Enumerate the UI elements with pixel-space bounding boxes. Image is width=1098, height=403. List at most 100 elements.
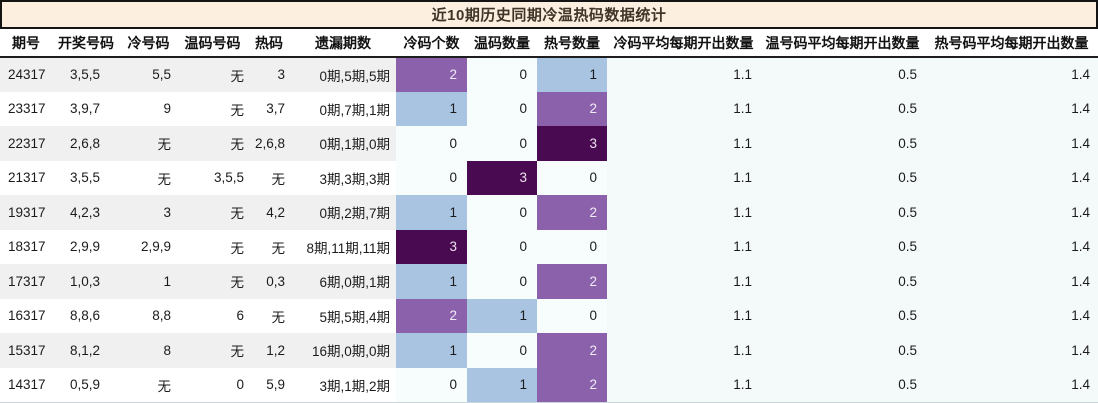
cell-hot-avg-per-period: 1.4 xyxy=(925,333,1098,368)
cell-cold-count: 1 xyxy=(396,195,467,230)
cell-winning-numbers: 2,9,9 xyxy=(52,229,120,264)
cell-hot-avg-per-period: 1.4 xyxy=(925,126,1098,161)
cell-warm-count: 0 xyxy=(467,126,537,161)
cell-cold-numbers: 3 xyxy=(120,195,177,230)
cell-cold-numbers: 无 xyxy=(120,367,177,402)
cell-warm-numbers: 无 xyxy=(177,229,248,264)
table-row: 16317 8,8,6 8,8 6 无 5期,5期,4期 2 1 0 1.1 0.5 1.4 xyxy=(0,298,1098,333)
column-header-omission-periods: 遗漏期数 xyxy=(290,29,396,58)
cell-cold-avg-per-period: 1.1 xyxy=(607,195,760,230)
table-body: 24317 3,5,5 5,5 无 3 0期,5期,5期 2 0 1 1.1 0.5 1.4 23317… xyxy=(0,57,1098,402)
column-header-warm-count: 温码数量 xyxy=(467,29,537,58)
cell-cold-avg-per-period: 1.1 xyxy=(607,367,760,402)
cell-warm-avg-per-period: 0.5 xyxy=(760,367,925,402)
cell-cold-numbers: 1 xyxy=(120,264,177,299)
cell-warm-count: 1 xyxy=(467,298,537,333)
cell-period: 21317 xyxy=(0,160,52,195)
cell-winning-numbers: 3,9,7 xyxy=(52,91,120,126)
cell-hot-count: 2 xyxy=(537,91,607,126)
cell-hot-count: 2 xyxy=(537,367,607,402)
header-row: 期号 开奖号码 冷号码 温码号码 热码 遗漏期数 冷码个数 温码数量 热号数量 冷码平均每期开出数… xyxy=(0,29,1098,58)
table-row: 17317 1,0,3 1 无 0,3 6期,0期,1期 1 0 2 1.1 0.5 1.4 xyxy=(0,264,1098,299)
cell-cold-avg-per-period: 1.1 xyxy=(607,229,760,264)
cell-hot-numbers: 4,2 xyxy=(248,195,290,230)
cell-period: 22317 xyxy=(0,126,52,161)
cell-warm-numbers: 无 xyxy=(177,264,248,299)
cell-hot-numbers: 0,3 xyxy=(248,264,290,299)
cell-hot-avg-per-period: 1.4 xyxy=(925,160,1098,195)
cell-hot-count: 0 xyxy=(537,229,607,264)
cell-cold-avg-per-period: 1.1 xyxy=(607,126,760,161)
cell-warm-count: 0 xyxy=(467,91,537,126)
cell-cold-numbers: 5,5 xyxy=(120,57,177,92)
cell-warm-avg-per-period: 0.5 xyxy=(760,160,925,195)
cell-hot-avg-per-period: 1.4 xyxy=(925,298,1098,333)
cell-winning-numbers: 8,1,2 xyxy=(52,333,120,368)
cell-hot-avg-per-period: 1.4 xyxy=(925,57,1098,92)
cell-warm-avg-per-period: 0.5 xyxy=(760,126,925,161)
cell-warm-numbers: 无 xyxy=(177,126,248,161)
cell-omission-periods: 0期,7期,1期 xyxy=(290,91,396,126)
cell-period: 16317 xyxy=(0,298,52,333)
table-title-bar: 近10期历史同期冷温热码数据统计 xyxy=(0,0,1098,29)
cell-warm-avg-per-period: 0.5 xyxy=(760,195,925,230)
cell-warm-count: 3 xyxy=(467,160,537,195)
cell-warm-avg-per-period: 0.5 xyxy=(760,91,925,126)
cell-hot-count: 2 xyxy=(537,264,607,299)
cell-period: 14317 xyxy=(0,367,52,402)
cell-hot-numbers: 无 xyxy=(248,160,290,195)
table-row: 23317 3,9,7 9 无 3,7 0期,7期,1期 1 0 2 1.1 0.5 1.4 xyxy=(0,91,1098,126)
cell-period: 18317 xyxy=(0,229,52,264)
cell-period: 17317 xyxy=(0,264,52,299)
column-header-warm-avg-per-period: 温号码平均每期开出数量 xyxy=(760,29,925,58)
cell-hot-count: 3 xyxy=(537,126,607,161)
cell-warm-avg-per-period: 0.5 xyxy=(760,264,925,299)
cell-warm-avg-per-period: 0.5 xyxy=(760,333,925,368)
cell-warm-numbers: 0 xyxy=(177,367,248,402)
cell-period: 24317 xyxy=(0,57,52,92)
table-row: 21317 3,5,5 无 3,5,5 无 3期,3期,3期 0 3 0 1.1 0.5 1.4 xyxy=(0,160,1098,195)
cell-warm-numbers: 无 xyxy=(177,57,248,92)
column-header-cold-numbers: 冷号码 xyxy=(120,29,177,58)
column-header-winning-numbers: 开奖号码 xyxy=(52,29,120,58)
cell-warm-numbers: 无 xyxy=(177,333,248,368)
cell-cold-avg-per-period: 1.1 xyxy=(607,160,760,195)
table-row: 14317 0,5,9 无 0 5,9 3期,1期,2期 0 1 2 1.1 0.5 1.4 xyxy=(0,367,1098,402)
cell-warm-numbers: 3,5,5 xyxy=(177,160,248,195)
cell-omission-periods: 3期,1期,2期 xyxy=(290,367,396,402)
cell-cold-avg-per-period: 1.1 xyxy=(607,264,760,299)
cell-hot-count: 2 xyxy=(537,195,607,230)
cell-omission-periods: 3期,3期,3期 xyxy=(290,160,396,195)
cell-cold-numbers: 9 xyxy=(120,91,177,126)
cell-warm-avg-per-period: 0.5 xyxy=(760,229,925,264)
cell-hot-numbers: 3,7 xyxy=(248,91,290,126)
cell-cold-avg-per-period: 1.1 xyxy=(607,333,760,368)
cell-winning-numbers: 0,5,9 xyxy=(52,367,120,402)
cell-cold-count: 1 xyxy=(396,264,467,299)
cell-warm-numbers: 6 xyxy=(177,298,248,333)
cell-hot-avg-per-period: 1.4 xyxy=(925,264,1098,299)
cell-hot-numbers: 无 xyxy=(248,229,290,264)
cell-winning-numbers: 1,0,3 xyxy=(52,264,120,299)
table-row: 22317 2,6,8 无无 2,6,8 0期,1期,0期 0 0 3 1.1 0.5 1.4 xyxy=(0,126,1098,161)
cell-hot-numbers: 1,2 xyxy=(248,333,290,368)
column-header-period: 期号 xyxy=(0,29,52,58)
cell-cold-count: 2 xyxy=(396,57,467,92)
cell-cold-count: 2 xyxy=(396,298,467,333)
cell-hot-numbers: 无 xyxy=(248,298,290,333)
cell-cold-count: 1 xyxy=(396,91,467,126)
cell-cold-numbers: 无 xyxy=(120,126,177,161)
cell-cold-avg-per-period: 1.1 xyxy=(607,57,760,92)
cell-winning-numbers: 4,2,3 xyxy=(52,195,120,230)
column-header-cold-avg-per-period: 冷码平均每期开出数量 xyxy=(607,29,760,58)
cell-warm-avg-per-period: 0.5 xyxy=(760,57,925,92)
cell-period: 19317 xyxy=(0,195,52,230)
cell-warm-count: 0 xyxy=(467,264,537,299)
column-header-cold-count: 冷码个数 xyxy=(396,29,467,58)
cell-period: 23317 xyxy=(0,91,52,126)
cell-hot-count: 0 xyxy=(537,160,607,195)
table-row: 18317 2,9,9 2,9,9 无无 8期,11期,11期 3 0 0 1.1 0.5 1.4 xyxy=(0,229,1098,264)
cell-omission-periods: 16期,0期,0期 xyxy=(290,333,396,368)
cell-omission-periods: 5期,5期,4期 xyxy=(290,298,396,333)
cell-hot-avg-per-period: 1.4 xyxy=(925,367,1098,402)
